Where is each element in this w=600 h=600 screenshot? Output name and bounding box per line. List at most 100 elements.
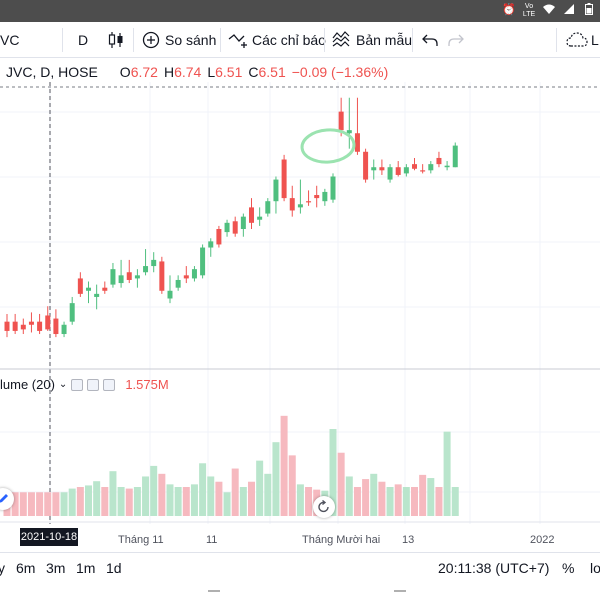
candle: [338, 97, 344, 137]
candle-body: [265, 201, 271, 214]
candle-body: [175, 279, 181, 288]
candle-body: [330, 176, 336, 200]
volume-bar: [133, 487, 141, 516]
toolbar-divider: [220, 28, 221, 52]
candle: [118, 259, 124, 288]
candle-body: [428, 164, 434, 171]
candle: [159, 256, 165, 294]
battery-icon: [582, 3, 596, 17]
chart-type-button[interactable]: [108, 22, 124, 58]
legend-title[interactable]: JVC, D, HOSE: [6, 64, 98, 80]
crosshair-date-label: 2021-10-18: [20, 528, 78, 546]
indicators-button[interactable]: Các chỉ báo: [228, 22, 326, 58]
redo-button[interactable]: [448, 22, 464, 58]
price-chart[interactable]: [0, 82, 600, 524]
volume-bar: [264, 473, 272, 516]
chevron-down-icon[interactable]: ⌄: [58, 379, 68, 390]
close-icon[interactable]: [103, 378, 116, 391]
drawing-tools-button[interactable]: [0, 488, 14, 510]
volume-bar: [443, 431, 451, 516]
nav-back-button[interactable]: [394, 590, 406, 592]
volume-bar: [337, 452, 345, 516]
candle: [94, 284, 100, 310]
candle-body: [118, 275, 124, 284]
volume-bar: [378, 481, 386, 516]
range-partial-button[interactable]: y: [0, 560, 5, 576]
range-6m-button[interactable]: 6m: [16, 560, 36, 576]
volume-bar: [174, 487, 182, 516]
volume-bar: [411, 487, 418, 516]
candle: [110, 262, 116, 288]
undo-button[interactable]: [422, 22, 438, 58]
candle-body: [403, 167, 409, 174]
candle: [151, 252, 157, 273]
candle-body: [45, 315, 51, 330]
system-nav-bar: [0, 582, 600, 600]
nav-recent-button[interactable]: [208, 590, 220, 592]
toolbar-divider: [324, 28, 325, 52]
volume-bar: [142, 476, 150, 516]
clock-timezone[interactable]: 20:11:38 (UTC+7): [438, 560, 550, 576]
candle-body: [151, 259, 157, 267]
candle: [4, 313, 10, 338]
volume-bar: [329, 429, 337, 516]
lte-signal-icon: [562, 3, 576, 17]
volume-bar: [36, 492, 44, 516]
symbol-label: VC: [0, 32, 20, 48]
candle-body: [110, 269, 116, 285]
candle-body: [4, 321, 10, 331]
candle: [436, 151, 442, 168]
volume-bar: [101, 487, 109, 516]
range-1m-button[interactable]: 1m: [76, 560, 96, 576]
range-1d-button[interactable]: 1d: [106, 560, 122, 576]
gear-icon[interactable]: [87, 378, 100, 391]
chart-legend[interactable]: JVC, D, HOSE O6.72 H6.74 L6.51 C6.51 −0.…: [6, 64, 388, 80]
range-3m-button[interactable]: 3m: [46, 560, 66, 576]
volume-bar: [150, 465, 158, 516]
reset-chart-button[interactable]: [313, 496, 335, 518]
eye-icon[interactable]: [71, 378, 84, 391]
candle: [444, 161, 450, 171]
candle: [143, 249, 149, 276]
compare-button[interactable]: So sánh: [142, 22, 216, 58]
volume-value: 1.575M: [125, 377, 169, 392]
candle: [224, 219, 230, 237]
candle: [134, 269, 140, 288]
cloud-save-button[interactable]: L: [566, 22, 599, 58]
candle-body: [86, 287, 91, 291]
candle-body: [257, 216, 263, 220]
symbol-search-button[interactable]: VC: [0, 22, 60, 58]
candle: [306, 190, 312, 206]
log-scale-button[interactable]: lo: [590, 560, 600, 576]
interval-label: D: [78, 32, 89, 48]
legend-low: L6.51: [207, 64, 243, 80]
candle-body: [322, 191, 328, 202]
candlestick-icon: [108, 32, 123, 48]
time-label: 11: [206, 534, 218, 546]
candle: [354, 97, 360, 155]
templates-button[interactable]: Bản mẫu: [332, 22, 412, 58]
candle-body: [53, 318, 59, 335]
candle: [167, 275, 173, 304]
volume-bar: [239, 487, 247, 516]
volume-bar: [215, 481, 223, 516]
interval-button[interactable]: D: [78, 22, 88, 58]
candles: [4, 97, 458, 338]
refresh-icon: [318, 500, 329, 513]
lte-tag: Vo LTE: [522, 3, 536, 18]
candle-body: [191, 269, 197, 279]
time-label: 13: [402, 534, 415, 546]
candle: [191, 266, 197, 282]
volume-bar: [190, 484, 198, 516]
candle-body: [363, 151, 369, 180]
candle: [387, 164, 393, 183]
candle: [314, 185, 320, 208]
percent-scale-button[interactable]: %: [562, 560, 575, 576]
volume-bar: [182, 487, 190, 516]
candle: [452, 142, 458, 168]
volume-legend[interactable]: lume (20) ⌄ 1.575M: [0, 377, 169, 392]
candle-body: [306, 201, 312, 203]
candle-body: [102, 287, 108, 291]
volume-bar: [427, 478, 435, 516]
time-label: 2022: [530, 534, 555, 546]
